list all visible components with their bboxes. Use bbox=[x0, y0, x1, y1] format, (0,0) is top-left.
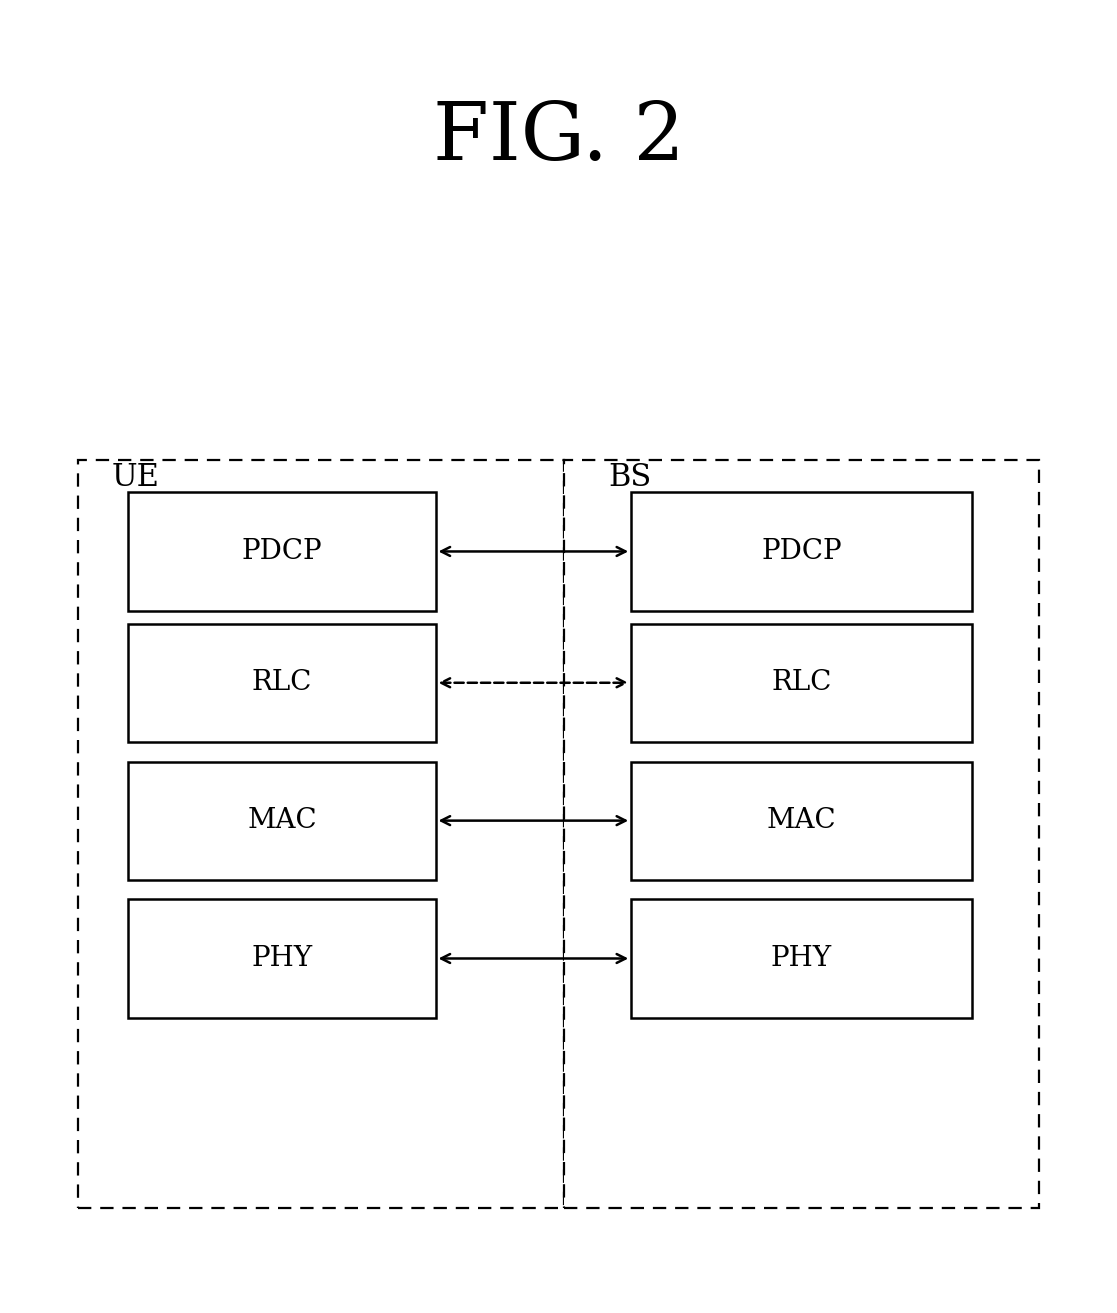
Text: MAC: MAC bbox=[766, 807, 837, 834]
Text: PHY: PHY bbox=[771, 945, 832, 972]
Text: MAC: MAC bbox=[247, 807, 317, 834]
Text: RLC: RLC bbox=[251, 670, 313, 696]
Text: FIG. 2: FIG. 2 bbox=[432, 98, 685, 177]
Text: BS: BS bbox=[609, 462, 652, 494]
Bar bbox=[78, 460, 564, 1208]
Bar bbox=[128, 492, 436, 611]
Bar bbox=[128, 762, 436, 880]
Text: PDCP: PDCP bbox=[761, 538, 842, 565]
Bar bbox=[128, 624, 436, 742]
Bar bbox=[564, 460, 1039, 1208]
Text: RLC: RLC bbox=[771, 670, 832, 696]
Bar bbox=[631, 762, 972, 880]
Bar bbox=[631, 624, 972, 742]
Text: PDCP: PDCP bbox=[241, 538, 323, 565]
Bar bbox=[128, 899, 436, 1018]
Bar bbox=[631, 899, 972, 1018]
Text: UE: UE bbox=[112, 462, 160, 494]
Text: PHY: PHY bbox=[251, 945, 313, 972]
Bar bbox=[631, 492, 972, 611]
